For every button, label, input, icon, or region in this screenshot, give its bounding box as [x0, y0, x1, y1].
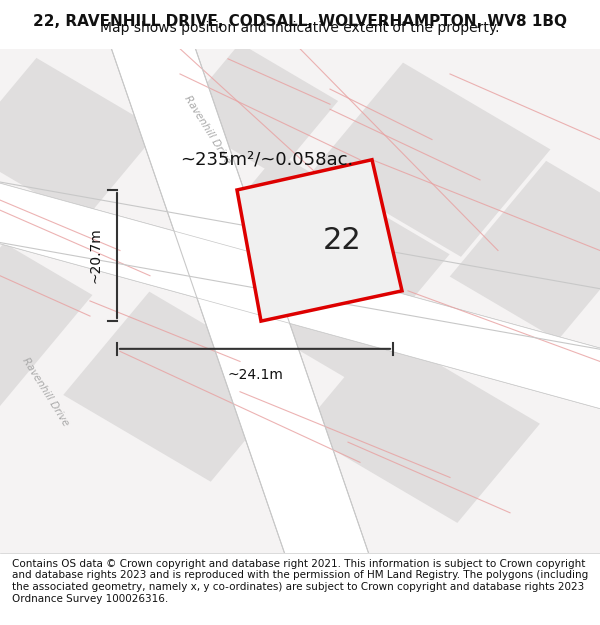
Polygon shape [450, 161, 600, 340]
Polygon shape [0, 180, 600, 412]
Text: Contains OS data © Crown copyright and database right 2021. This information is : Contains OS data © Crown copyright and d… [12, 559, 588, 604]
Text: ~20.7m: ~20.7m [88, 228, 102, 283]
Text: ~24.1m: ~24.1m [227, 368, 283, 382]
Polygon shape [175, 153, 449, 378]
Polygon shape [0, 58, 159, 221]
Polygon shape [237, 160, 402, 321]
Text: Map shows position and indicative extent of the property.: Map shows position and indicative extent… [100, 21, 500, 35]
Polygon shape [0, 243, 92, 439]
Text: 22: 22 [323, 226, 361, 255]
Text: Ravenhill Drive: Ravenhill Drive [20, 356, 70, 428]
Polygon shape [63, 292, 297, 482]
Text: ~235m²/~0.058ac.: ~235m²/~0.058ac. [180, 151, 353, 169]
Polygon shape [0, 180, 600, 412]
Text: Ravenhill Drive: Ravenhill Drive [182, 93, 232, 166]
Polygon shape [300, 331, 540, 523]
Text: 22, RAVENHILL DRIVE, CODSALL, WOLVERHAMPTON, WV8 1BQ: 22, RAVENHILL DRIVE, CODSALL, WOLVERHAMP… [33, 14, 567, 29]
Polygon shape [108, 39, 372, 563]
Polygon shape [178, 43, 338, 176]
Polygon shape [314, 62, 550, 257]
Polygon shape [108, 39, 372, 563]
